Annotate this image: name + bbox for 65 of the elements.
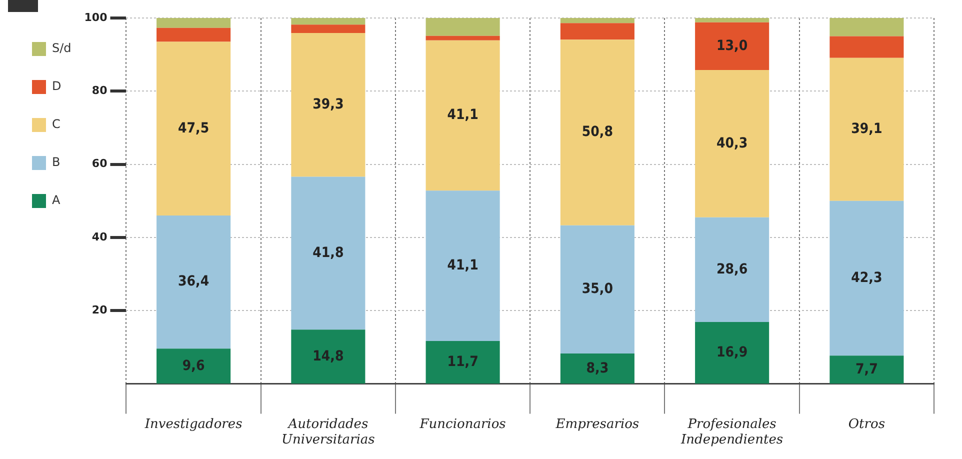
legend-label: A (52, 193, 61, 208)
bar (695, 322, 770, 384)
bar (560, 18, 634, 24)
x-tick-label: Funcionarios (418, 416, 506, 432)
bar (695, 18, 770, 22)
y-tick-label: 100 (84, 10, 108, 24)
data-label: 41,8 (312, 244, 344, 261)
bar (291, 24, 366, 33)
bar (830, 36, 904, 58)
bar (695, 22, 770, 70)
bar (830, 58, 904, 201)
bar (291, 18, 366, 25)
bar (426, 36, 500, 40)
x-tick-label: Empresarios (554, 416, 640, 432)
x-tick-label: Profesionales Independientes (680, 416, 784, 448)
data-label: 8,3 (586, 360, 609, 376)
bar (156, 42, 231, 216)
bar (156, 348, 231, 384)
data-label: 42,3 (851, 270, 882, 286)
data-label: 13,0 (716, 38, 748, 54)
bar (156, 28, 231, 42)
data-label: 14,8 (312, 348, 344, 364)
bar (560, 23, 634, 40)
data-label: 47,5 (178, 120, 210, 136)
data-label: 40,3 (716, 135, 748, 152)
bar (291, 330, 366, 384)
y-tick-label: 60 (92, 157, 108, 170)
x-tick-label: Investigadores (144, 416, 243, 432)
data-label: 28,6 (716, 261, 748, 278)
bar (695, 70, 770, 218)
data-label: 41,1 (447, 107, 478, 124)
bar (426, 341, 500, 384)
bar (426, 40, 500, 191)
data-label: 50,8 (582, 124, 613, 140)
y-tick-label: 20 (92, 304, 108, 316)
data-label: 39,3 (312, 96, 344, 113)
legend-label: B (52, 155, 60, 170)
legend-label: S/d (52, 41, 72, 56)
bar (426, 190, 500, 341)
data-label: 35,0 (582, 281, 614, 298)
bar (560, 225, 634, 354)
bar (560, 40, 634, 226)
data-label: 41,1 (447, 257, 478, 274)
data-label: 16,9 (716, 344, 748, 361)
x-tick-label: Otros (848, 416, 886, 432)
x-tick-label: Autoridades Universitarias (282, 416, 376, 448)
data-label: 7,7 (856, 361, 878, 378)
data-label: 39,1 (851, 121, 882, 138)
bar (830, 18, 904, 36)
data-label: 9,6 (182, 358, 205, 374)
bar (695, 217, 770, 322)
bar (426, 18, 500, 36)
bar (156, 216, 231, 349)
bar (830, 356, 904, 384)
bar (830, 200, 904, 356)
bar (291, 176, 366, 330)
data-label: 36,4 (178, 274, 210, 290)
y-tick-label: 80 (92, 84, 108, 98)
legend-label: D (52, 79, 62, 94)
bar (560, 353, 634, 384)
legend-label: C (52, 117, 60, 132)
bar (156, 18, 231, 28)
y-tick-label: 40 (92, 230, 108, 244)
bar (291, 33, 366, 177)
data-label: 11,7 (447, 354, 478, 370)
